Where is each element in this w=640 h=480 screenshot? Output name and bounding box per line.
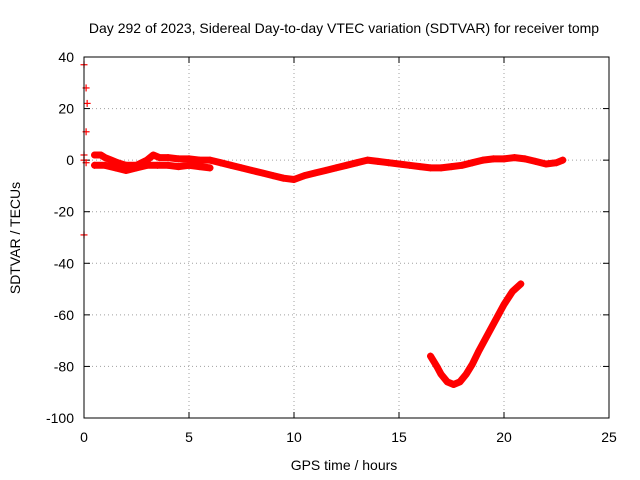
data-point: [196, 156, 203, 164]
x-tick-label: 20: [496, 429, 512, 445]
grid: [84, 57, 609, 418]
data-point: [196, 163, 203, 171]
data-point: [122, 166, 130, 174]
data-series-band: [427, 280, 525, 388]
data-point: [353, 159, 361, 167]
data-point: [364, 156, 371, 164]
data-point: [437, 370, 445, 378]
data-point: [517, 280, 525, 288]
data-point: [311, 169, 319, 177]
data-point: [500, 301, 508, 309]
x-tick-label: 5: [185, 429, 193, 445]
y-tick-label: -40: [54, 255, 74, 271]
tick-labels: 0 5 10 15 20 25 40 20 0 -20 -40 -60 -80 -100: [46, 49, 617, 445]
data-point: [269, 172, 277, 180]
data-point: [112, 164, 119, 172]
x-tick-label: 0: [80, 429, 88, 445]
data-point: [483, 331, 491, 339]
y-tick-label: 40: [58, 49, 74, 65]
y-tick-label: -20: [54, 204, 74, 220]
data-point: [154, 161, 161, 169]
data-point: [469, 159, 476, 167]
data-point: [185, 155, 193, 163]
data-point: [206, 156, 214, 164]
data-point: [458, 161, 466, 169]
y-axis-label: SDTVAR / TECUs: [7, 182, 23, 294]
data-point: [462, 370, 470, 378]
data-point: [511, 154, 518, 162]
data-point: [521, 155, 529, 163]
data-point: [416, 163, 424, 171]
data-point: [542, 160, 550, 168]
data-point: [227, 161, 235, 169]
data-point: [301, 172, 308, 180]
data-point: [490, 155, 497, 163]
data-point: [248, 166, 256, 174]
data-point: [149, 151, 157, 159]
data-point: [101, 161, 109, 169]
data-point: [475, 347, 483, 355]
y-tick-label: -100: [46, 410, 74, 426]
data-point: [553, 159, 560, 167]
x-tick-label: 10: [286, 429, 302, 445]
data-point: [238, 164, 245, 172]
data-point: [156, 154, 164, 162]
ticks: [83, 56, 610, 419]
data-point: [469, 360, 476, 368]
data-point: [433, 362, 441, 370]
data-point: [175, 163, 182, 171]
x-axis-label: GPS time / hours: [291, 457, 398, 473]
chart-title: Day 292 of 2023, Sidereal Day-to-day VTE…: [89, 20, 599, 36]
data-point: [437, 164, 445, 172]
data-layer: [80, 61, 567, 388]
data-point: [101, 154, 109, 162]
data-point: [83, 99, 91, 107]
data-point: [508, 288, 516, 296]
data-point: [532, 157, 539, 165]
data-point: [185, 161, 193, 169]
data-point: [206, 164, 214, 172]
data-point: [143, 161, 151, 169]
plot-frame: [83, 56, 610, 419]
data-point: [443, 378, 451, 386]
y-tick-label: -60: [54, 307, 74, 323]
x-tick-label: 15: [391, 429, 407, 445]
data-point: [385, 159, 392, 167]
y-tick-label: -80: [54, 358, 74, 374]
data-point: [479, 156, 487, 164]
data-point: [97, 151, 105, 159]
y-tick-label: 20: [58, 101, 74, 117]
data-point: [91, 161, 98, 169]
data-point: [290, 175, 298, 183]
data-point: [280, 174, 287, 182]
data-point: [492, 316, 500, 324]
data-point: [217, 159, 224, 167]
data-point: [374, 157, 382, 165]
data-point: [456, 378, 464, 386]
data-point: [448, 163, 455, 171]
data-point: [322, 166, 329, 174]
data-point: [259, 169, 266, 177]
data-point: [343, 161, 350, 169]
data-point: [450, 380, 458, 388]
data-point: [406, 161, 413, 169]
x-tick-label: 25: [601, 429, 617, 445]
data-point: [91, 151, 98, 159]
data-point: [395, 160, 403, 168]
data-point: [500, 155, 508, 163]
data-point: [133, 164, 140, 172]
data-point: [164, 154, 172, 162]
data-point: [427, 164, 434, 172]
data-point: [107, 156, 115, 164]
data-point: [164, 161, 172, 169]
data-point: [332, 164, 340, 172]
data-series-band: [91, 161, 214, 174]
y-tick-label: 0: [66, 152, 74, 168]
data-point: [427, 352, 434, 360]
data-point: [175, 155, 182, 163]
data-point: [559, 156, 567, 164]
